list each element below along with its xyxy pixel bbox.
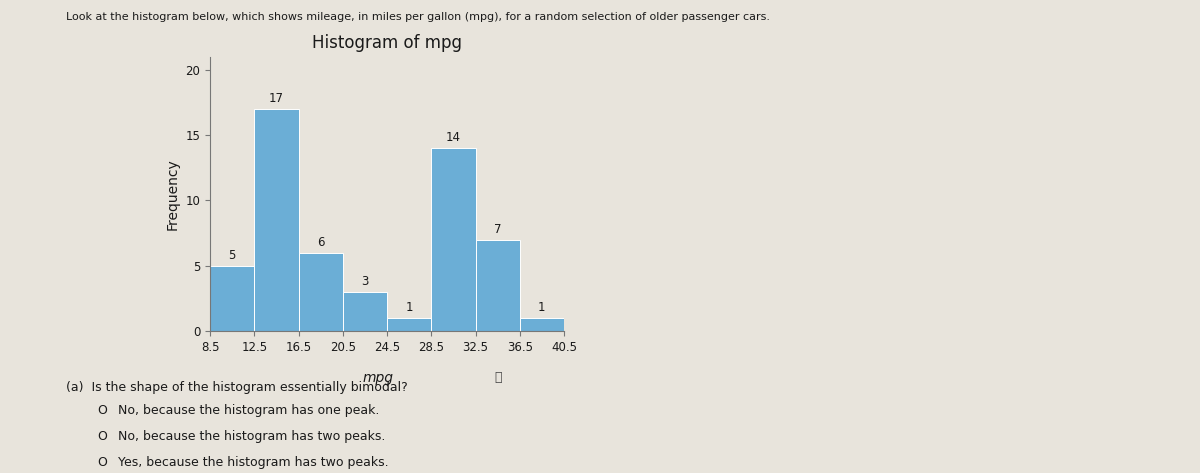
Y-axis label: Frequency: Frequency: [166, 158, 180, 230]
Text: 5: 5: [228, 249, 236, 262]
Text: mpg: mpg: [362, 371, 394, 385]
Text: O: O: [97, 430, 107, 443]
Bar: [475, 240, 520, 331]
Bar: [343, 292, 386, 331]
Text: O: O: [97, 456, 107, 469]
Text: (a)  Is the shape of the histogram essentially bimodal?: (a) Is the shape of the histogram essent…: [66, 381, 408, 394]
Title: Histogram of mpg: Histogram of mpg: [312, 35, 462, 53]
Bar: [254, 109, 299, 331]
Text: No, because the histogram has two peaks.: No, because the histogram has two peaks.: [118, 430, 385, 443]
Text: 14: 14: [446, 131, 461, 144]
Bar: [520, 318, 564, 331]
Text: 7: 7: [494, 223, 502, 236]
Bar: [210, 266, 254, 331]
Bar: [299, 253, 343, 331]
Text: 1: 1: [538, 301, 546, 314]
Text: 6: 6: [317, 236, 324, 249]
Text: ⓘ: ⓘ: [494, 371, 502, 384]
Text: 1: 1: [406, 301, 413, 314]
Text: Look at the histogram below, which shows mileage, in miles per gallon (mpg), for: Look at the histogram below, which shows…: [66, 12, 770, 22]
Bar: [386, 318, 431, 331]
Text: No, because the histogram has one peak.: No, because the histogram has one peak.: [118, 404, 379, 417]
Bar: [431, 148, 475, 331]
Text: O: O: [97, 404, 107, 417]
Text: 17: 17: [269, 92, 284, 105]
Text: Yes, because the histogram has two peaks.: Yes, because the histogram has two peaks…: [118, 456, 389, 469]
Text: 3: 3: [361, 275, 368, 288]
